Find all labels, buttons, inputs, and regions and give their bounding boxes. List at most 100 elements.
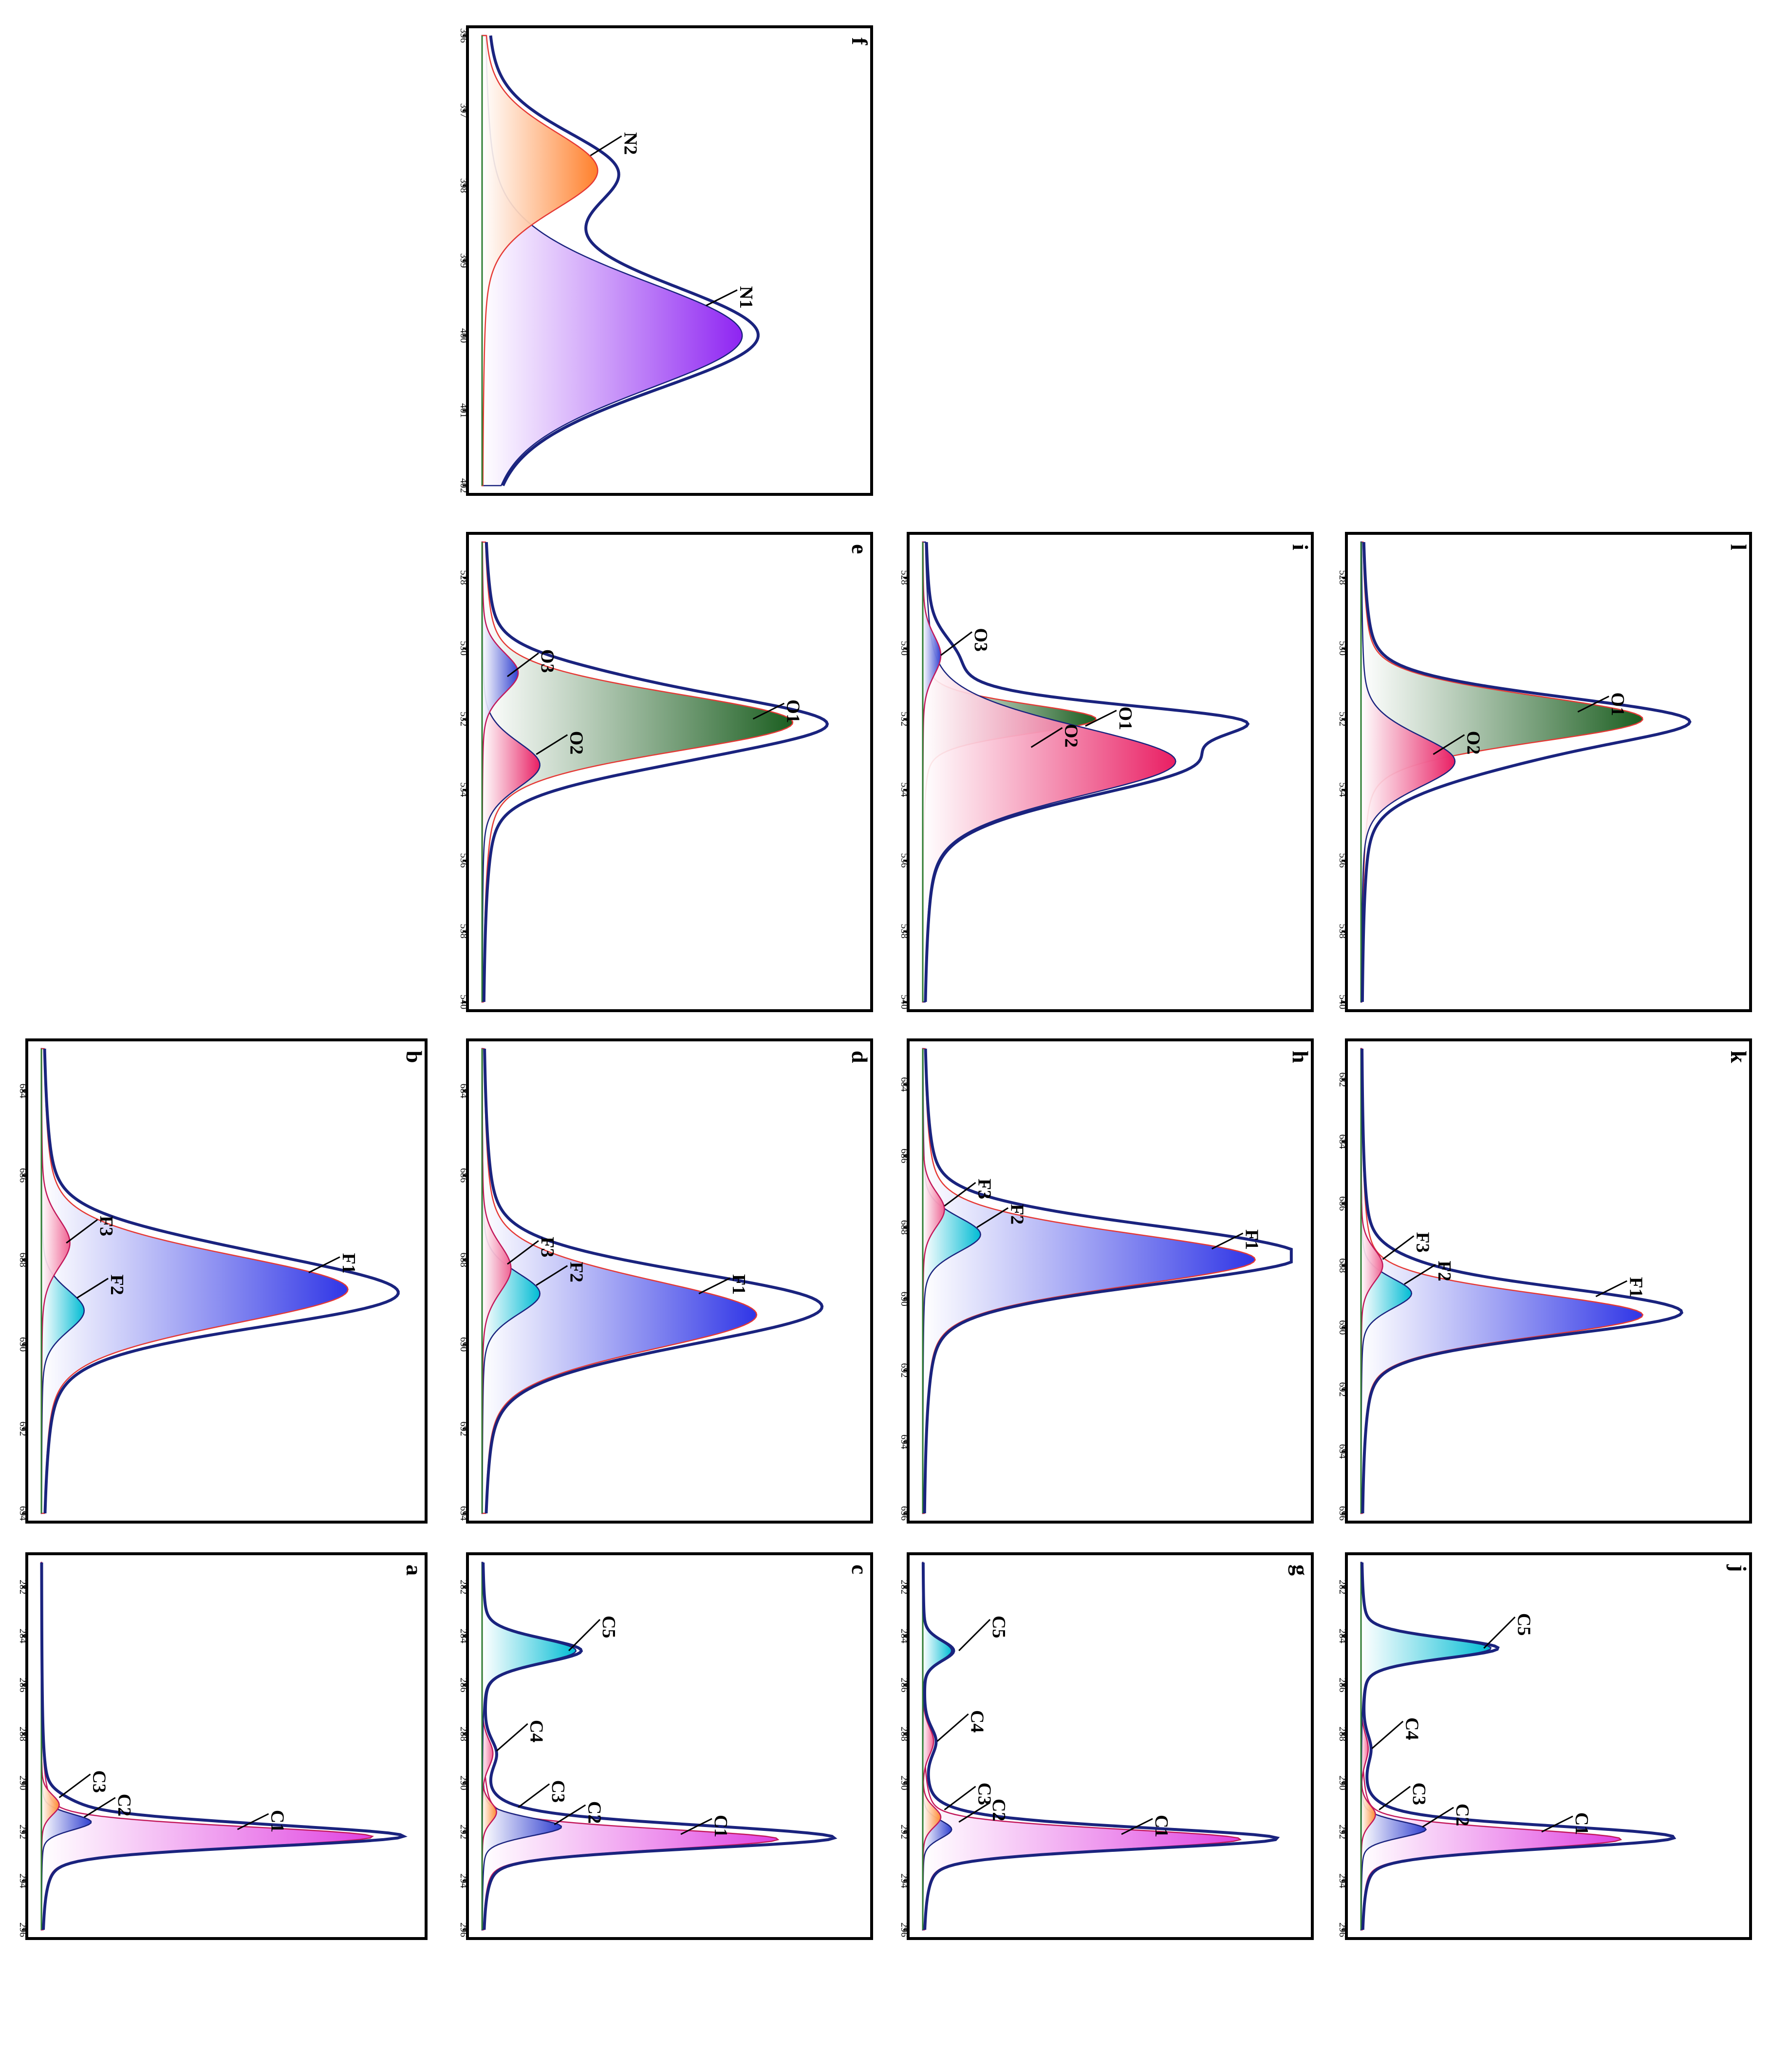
leader-line xyxy=(518,1783,550,1808)
peak-label-c1: C1 xyxy=(1151,1815,1172,1837)
component-o2-fill xyxy=(1361,542,1455,1002)
peak-label-c2: C2 xyxy=(114,1794,134,1816)
component-n1-fill xyxy=(482,36,743,486)
leader-line xyxy=(1577,696,1609,713)
tick-label: 288 xyxy=(458,1727,469,1741)
tick-label: 288 xyxy=(899,1727,910,1741)
tick-label: 688 xyxy=(18,1253,28,1267)
tick-label: 536 xyxy=(458,853,469,868)
leader-line xyxy=(698,1277,730,1295)
component-f2-fill xyxy=(1361,1049,1412,1513)
leader-line xyxy=(568,1619,601,1652)
leader-line xyxy=(940,631,972,656)
tick-label: 690 xyxy=(1337,1320,1348,1335)
tick-label: 694 xyxy=(899,1434,910,1449)
panels-layer: 296294292290288286284282C1C2C3a694692690… xyxy=(18,25,1752,1940)
peak-label-c3: C3 xyxy=(974,1783,995,1805)
peak-label-f2: F2 xyxy=(1434,1261,1454,1281)
envelope-curve xyxy=(483,1048,824,1514)
component-f1-fill xyxy=(923,1049,1255,1513)
peak-label-o2: O2 xyxy=(1061,724,1081,748)
component-c1-fill xyxy=(1361,1563,1621,1930)
leader-line xyxy=(1121,1818,1153,1835)
tick-label: 684 xyxy=(18,1084,28,1098)
tick-label: 688 xyxy=(899,1220,910,1235)
tick-label: 288 xyxy=(1337,1727,1348,1741)
tick-label: 532 xyxy=(458,712,469,726)
leader-line xyxy=(944,1182,976,1207)
leader-line xyxy=(1541,1815,1573,1833)
component-c4-fill xyxy=(482,1563,493,1930)
component-f3-fill xyxy=(482,1049,511,1513)
leader-line xyxy=(536,734,568,755)
panel-frame xyxy=(25,1552,428,1940)
peak-label-f2: F2 xyxy=(566,1262,586,1282)
peak-label-o1: O1 xyxy=(1115,707,1136,731)
leader-line xyxy=(944,1786,976,1810)
peak-label-f2: F2 xyxy=(1007,1204,1027,1224)
peak-label-c2: C2 xyxy=(988,1799,1009,1821)
tick-label: 686 xyxy=(899,1149,910,1163)
tick-label: 684 xyxy=(1337,1134,1348,1149)
leader-line xyxy=(507,652,539,678)
tick-label: 292 xyxy=(899,1825,910,1839)
tick-label: 530 xyxy=(899,641,910,656)
panel-h: 696 694 692 690 688 686 684 F1 F2 F3 h xyxy=(899,1038,1314,1524)
leader-line xyxy=(1085,710,1117,727)
tick-label: 400 xyxy=(458,328,469,343)
peak-label-o2: O2 xyxy=(1463,731,1483,755)
peak-label-f3: F3 xyxy=(1413,1232,1433,1252)
peak-label-c1: C1 xyxy=(267,1810,288,1832)
leader-line xyxy=(1379,1786,1411,1810)
leader-line xyxy=(58,1773,91,1798)
tick-label: 284 xyxy=(899,1629,910,1643)
peak-label-c3: C3 xyxy=(1409,1783,1429,1805)
tick-label: 282 xyxy=(1337,1580,1348,1594)
panel-letter: h xyxy=(1288,1051,1313,1063)
leader-line xyxy=(66,1219,98,1244)
leader-line xyxy=(1382,1235,1415,1260)
panel-letter: b xyxy=(402,1051,427,1063)
leader-line xyxy=(958,1802,990,1823)
envelope-curve xyxy=(923,1048,1293,1514)
tick-label: 296 xyxy=(18,1922,28,1937)
peak-label-o1: O1 xyxy=(1607,693,1628,716)
component-f3-fill xyxy=(1361,1049,1383,1513)
tick-label: 296 xyxy=(458,1922,469,1937)
tick-label: 686 xyxy=(458,1168,469,1183)
leader-line xyxy=(507,1240,539,1265)
component-c1-fill xyxy=(923,1563,1241,1930)
tick-label: 540 xyxy=(458,995,469,1009)
tick-label: 398 xyxy=(458,178,469,193)
envelope-curve xyxy=(482,542,829,1002)
leader-line xyxy=(536,1265,568,1286)
tick-label: 536 xyxy=(899,853,910,868)
tick-label: 692 xyxy=(1337,1382,1348,1397)
component-n2-outline xyxy=(481,35,598,487)
tick-label: 399 xyxy=(458,253,469,268)
tick-label: 290 xyxy=(899,1775,910,1790)
tick-label: 532 xyxy=(1337,712,1348,726)
peak-label-f3: F3 xyxy=(537,1237,558,1257)
tick-label: 294 xyxy=(1337,1873,1348,1888)
leader-line xyxy=(680,1818,712,1835)
panel-letter: a xyxy=(402,1564,427,1576)
panel-letter: c xyxy=(847,1564,872,1574)
peak-label-f1: F1 xyxy=(728,1274,749,1295)
leader-line xyxy=(1483,1616,1516,1649)
tick-label: 692 xyxy=(899,1363,910,1377)
tick-label: 684 xyxy=(458,1084,469,1098)
component-o2-outline xyxy=(1360,541,1456,1003)
component-f3-fill xyxy=(41,1049,70,1513)
tick-label: 290 xyxy=(18,1775,28,1790)
peak-label-f1: F1 xyxy=(1242,1229,1262,1250)
envelope-curve xyxy=(40,1562,408,1930)
leader-line xyxy=(976,1207,1009,1228)
tick-label: 694 xyxy=(458,1506,469,1521)
component-c2-fill xyxy=(1361,1563,1426,1930)
tick-label: 530 xyxy=(458,641,469,656)
envelope-curve xyxy=(1361,542,1692,1002)
peak-label-o3: O3 xyxy=(970,628,991,652)
